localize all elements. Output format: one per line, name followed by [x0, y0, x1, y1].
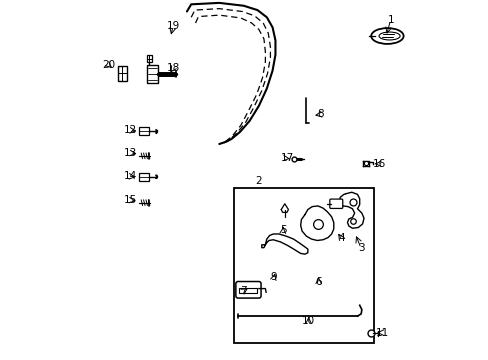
Text: 20: 20 [102, 60, 115, 70]
Bar [234, 188, 373, 343]
Text: 2: 2 [254, 176, 261, 186]
Bar [146, 65, 158, 83]
Text: 10: 10 [302, 316, 314, 326]
Bar [239, 288, 257, 293]
Text: 13: 13 [123, 148, 136, 158]
Text: 3: 3 [357, 243, 364, 253]
Text: 12: 12 [123, 125, 136, 135]
Bar [139, 173, 149, 181]
Text: 19: 19 [166, 21, 180, 31]
FancyBboxPatch shape [235, 282, 261, 298]
FancyBboxPatch shape [329, 199, 342, 208]
Text: 16: 16 [372, 159, 386, 169]
Text: 18: 18 [166, 63, 180, 73]
Text: 5: 5 [279, 225, 286, 235]
Text: 17: 17 [280, 153, 293, 163]
Text: 1: 1 [386, 15, 393, 25]
Text: 8: 8 [316, 109, 323, 120]
Text: 6: 6 [315, 276, 321, 287]
Text: 7: 7 [240, 286, 246, 296]
Ellipse shape [370, 28, 403, 44]
Text: 15: 15 [123, 195, 136, 205]
Bar [118, 66, 127, 81]
Text: 14: 14 [123, 171, 136, 181]
Text: 9: 9 [270, 272, 277, 282]
Text: 11: 11 [375, 328, 388, 338]
Text: 4: 4 [337, 233, 344, 243]
Bar [139, 127, 149, 135]
Bar [146, 55, 152, 62]
Ellipse shape [378, 32, 399, 40]
